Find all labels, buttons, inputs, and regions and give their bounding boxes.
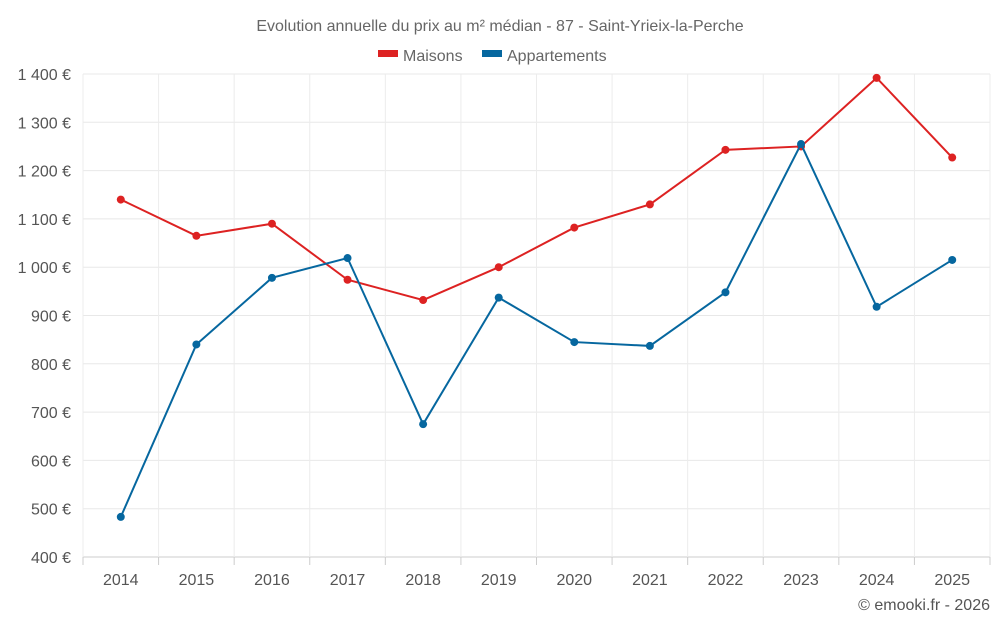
data-point-appartements [267,273,276,282]
y-tick-label: 800 € [31,357,71,374]
y-tick-label: 1 000 € [18,260,71,277]
data-point-maisons [570,223,579,232]
legend-swatch-maisons [378,50,398,57]
y-tick-label: 500 € [31,502,71,519]
y-tick-label: 1 200 € [18,164,71,181]
data-point-appartements [645,341,654,350]
data-point-appartements [116,512,125,521]
x-tick-label: 2024 [859,572,895,589]
data-point-maisons [948,153,957,162]
x-tick-label: 2022 [708,572,744,589]
x-tick-label: 2023 [783,572,819,589]
legend-swatch-appartements [482,50,502,57]
data-point-maisons [343,275,352,284]
x-tick-label: 2015 [179,572,215,589]
data-point-appartements [797,140,806,149]
x-tick-label: 2016 [254,572,290,589]
data-point-maisons [267,219,276,228]
legend-label-appartements: Appartements [507,48,607,65]
x-tick-label: 2019 [481,572,517,589]
data-point-appartements [494,293,503,302]
data-point-maisons [721,145,730,154]
x-tick-label: 2020 [556,572,592,589]
data-point-appartements [570,338,579,347]
chart-title: Evolution annuelle du prix au m² médian … [256,18,743,35]
legend-label-maisons: Maisons [403,48,463,65]
x-tick-label: 2018 [405,572,441,589]
y-tick-label: 1 300 € [18,115,71,132]
data-point-appartements [948,255,957,264]
y-tick-label: 1 400 € [18,67,71,84]
data-point-appartements [192,340,201,349]
series-line-maisons [120,76,953,302]
credit: © emooki.fr - 2026 [858,597,990,614]
data-point-maisons [494,263,503,272]
y-tick-label: 1 100 € [18,212,71,229]
data-point-appartements [721,288,730,297]
data-point-maisons [192,231,201,240]
data-point-maisons [419,296,428,305]
legend: Maisons Appartements [378,48,607,65]
y-tick-label: 700 € [31,405,71,422]
legend-item-appartements[interactable]: Appartements [482,48,607,65]
y-tick-label: 600 € [31,453,71,470]
data-point-appartements [419,420,428,429]
data-point-maisons [116,195,125,204]
x-tick-label: 2017 [330,572,366,589]
legend-item-maisons[interactable]: Maisons [378,48,463,65]
data-point-appartements [872,302,881,311]
data-point-appartements [343,254,352,263]
series-line-appartements [119,141,953,518]
y-tick-label: 900 € [31,309,71,326]
x-tick-label: 2014 [103,572,139,589]
data-point-maisons [872,73,881,82]
data-point-maisons [645,200,654,209]
x-tick-label: 2021 [632,572,668,589]
x-tick-label: 2025 [934,572,970,589]
y-tick-label: 400 € [31,550,71,567]
